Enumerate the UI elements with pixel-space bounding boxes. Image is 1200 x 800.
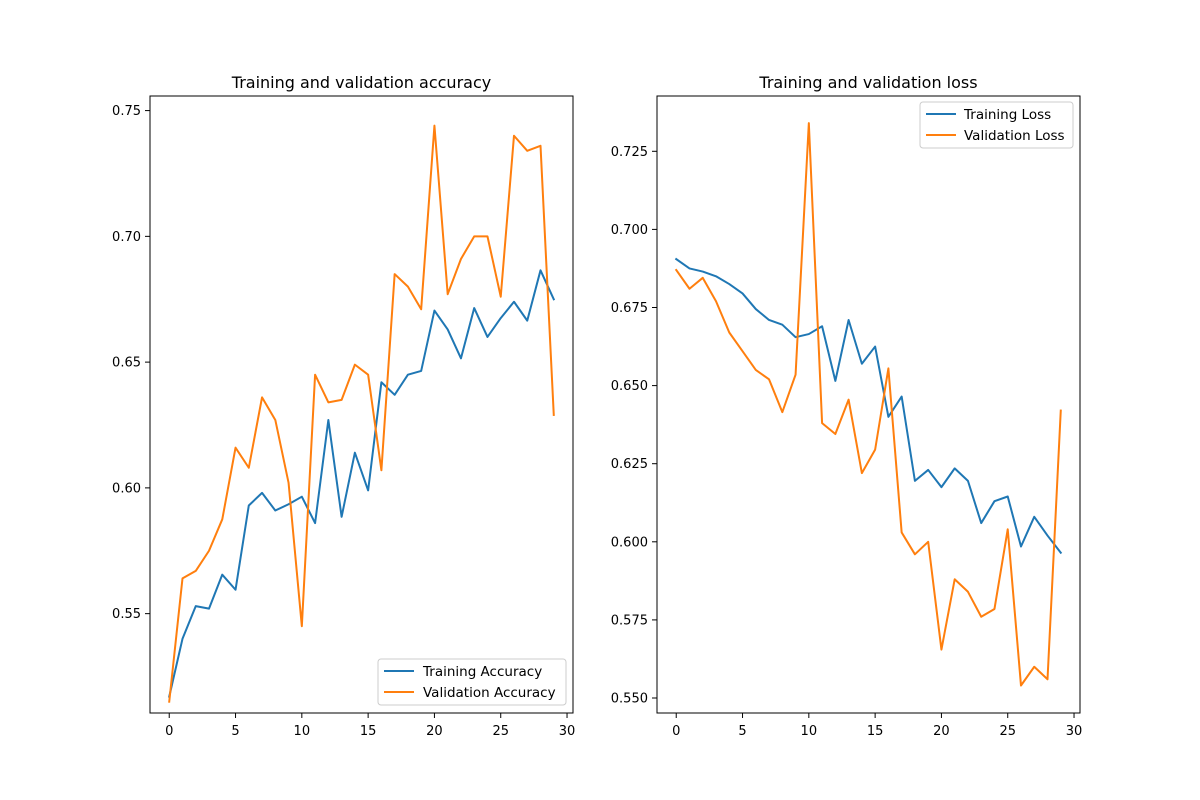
y-tick-label: 0.625 — [611, 457, 648, 472]
y-tick-label: 0.725 — [611, 145, 648, 160]
x-tick-label: 10 — [294, 724, 311, 739]
x-tick-label: 5 — [738, 724, 746, 739]
y-tick-label: 0.550 — [611, 692, 648, 707]
x-tick-label: 15 — [360, 724, 377, 739]
loss-series-layer — [674, 122, 1063, 687]
training-loss-points — [676, 259, 1061, 553]
y-tick-label: 0.600 — [611, 535, 648, 550]
x-tick-label: 20 — [426, 724, 443, 739]
loss-plot-frame — [656, 95, 1081, 714]
legend-label-validation-accuracy: Validation Accuracy — [423, 685, 556, 701]
legend-label-training-loss: Training Loss — [963, 107, 1051, 123]
x-tick-label: 25 — [999, 724, 1016, 739]
accuracy-legend: Training Accuracy Validation Accuracy — [377, 658, 567, 706]
training-loss-line — [674, 257, 1063, 555]
validation-loss-line — [674, 122, 1062, 687]
accuracy-plot-frame — [149, 95, 574, 714]
legend-frame — [919, 101, 1074, 149]
x-tick-label: 30 — [1066, 724, 1083, 739]
x-tick-label: 20 — [933, 724, 950, 739]
loss-axes: 0 5 10 15 20 25 30 0.550 0.575 0.600 0.625 0.650 0.6… — [611, 95, 1083, 739]
legend-label-training-accuracy: Training Accuracy — [422, 664, 542, 680]
accuracy-series-layer — [168, 124, 556, 703]
legend-frame — [377, 658, 567, 706]
validation-accuracy-line — [168, 124, 555, 703]
y-tick-label: 0.650 — [611, 379, 648, 394]
y-tick-label: 0.700 — [611, 223, 648, 238]
x-tick-label: 25 — [492, 724, 509, 739]
y-tick-label: 0.75 — [112, 104, 141, 119]
y-tick-label: 0.60 — [112, 481, 141, 496]
y-tick-label: 0.65 — [112, 356, 141, 371]
validation-accuracy-points — [169, 125, 554, 702]
validation-loss-points — [676, 123, 1061, 686]
loss-legend: Training Loss Validation Loss — [919, 101, 1074, 149]
x-tick-label: 5 — [231, 724, 239, 739]
accuracy-chart-title: Training and validation accuracy — [231, 73, 491, 92]
y-tick-label: 0.55 — [112, 607, 141, 622]
x-tick-label: 0 — [672, 724, 680, 739]
training-accuracy-points — [169, 270, 554, 697]
accuracy-axes: 0 5 10 15 20 25 30 0.55 0.60 0.65 0.70 0.75 — [112, 95, 576, 739]
x-tick-label: 30 — [559, 724, 576, 739]
x-tick-label: 10 — [801, 724, 818, 739]
training-accuracy-line — [168, 269, 556, 698]
x-tick-label: 0 — [165, 724, 173, 739]
x-tick-label: 15 — [867, 724, 884, 739]
y-tick-label: 0.70 — [112, 230, 141, 245]
loss-chart: Training and validation loss 0 5 10 15 20 25 3… — [611, 73, 1083, 739]
legend-label-validation-loss: Validation Loss — [964, 128, 1065, 144]
accuracy-chart: Training and validation accuracy 0 5 10 15 2… — [112, 73, 575, 739]
y-tick-label: 0.575 — [611, 613, 648, 628]
y-tick-label: 0.675 — [611, 301, 648, 316]
loss-chart-title: Training and validation loss — [758, 73, 977, 92]
